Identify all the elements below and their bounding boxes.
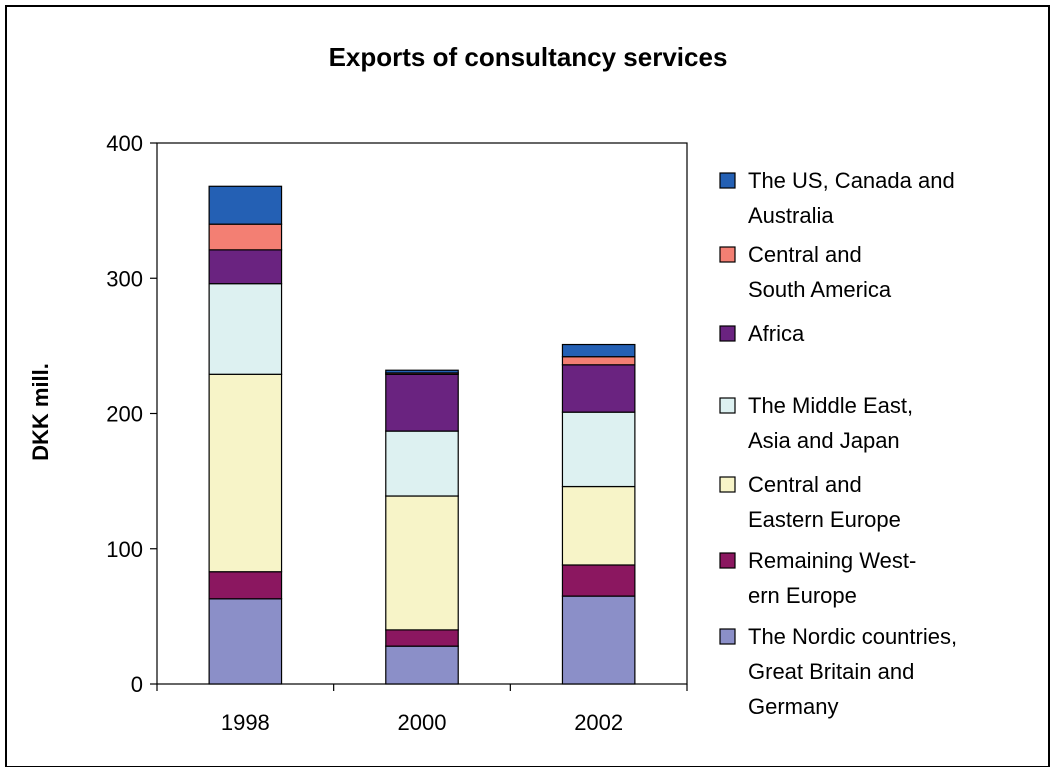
legend-label: Eastern Europe	[748, 507, 901, 532]
bar-segment	[208, 185, 283, 225]
legend-label: Great Britain and	[748, 659, 914, 684]
legend: The US, Canada and Australia Central and So…	[719, 168, 957, 719]
legend-swatch	[719, 552, 736, 569]
legend-swatch	[719, 172, 736, 189]
bar-segment	[385, 373, 459, 432]
y-tick-label: 200	[106, 402, 143, 427]
bar-segment	[208, 373, 283, 573]
y-axis-label: DKK mill.	[28, 363, 53, 461]
bar-segment	[385, 645, 459, 685]
bar-segment	[561, 595, 636, 685]
bar-segment	[561, 364, 636, 413]
bar-segment	[385, 495, 459, 631]
chart-title: Exports of consultancy services	[329, 42, 728, 72]
x-tick-label: 2002	[574, 710, 623, 735]
bar-segment	[208, 598, 283, 685]
legend-swatch	[719, 628, 736, 645]
bars	[208, 185, 636, 685]
bar-segment	[385, 430, 459, 497]
legend-label: ern Europe	[748, 583, 857, 608]
bar-segment	[561, 343, 636, 358]
y-tick-label: 400	[106, 131, 143, 156]
legend-label: South America	[748, 277, 892, 302]
x-axis: 1998 2000 2002	[156, 684, 688, 735]
x-tick-label: 2000	[398, 710, 447, 735]
bar-segment	[561, 564, 636, 597]
legend-label: Africa	[748, 321, 805, 346]
legend-swatch	[719, 476, 736, 493]
y-tick-label: 100	[106, 537, 143, 562]
legend-swatch	[719, 246, 736, 263]
legend-label: Remaining West-	[748, 548, 916, 573]
bar-segment	[385, 369, 459, 374]
bar-segment	[208, 223, 283, 251]
y-tick-label: 0	[131, 672, 143, 697]
legend-swatch	[719, 325, 736, 342]
y-tick-label: 300	[106, 266, 143, 291]
legend-swatch	[719, 397, 736, 414]
bar-segment	[385, 629, 459, 647]
chart-border	[5, 5, 1050, 768]
legend-label: The Middle East,	[748, 393, 913, 418]
bar-segment	[208, 249, 283, 285]
legend-label: Central and	[748, 242, 862, 267]
y-axis: 0 100 200 300 400	[106, 131, 157, 697]
legend-label: The US, Canada and	[748, 168, 955, 193]
legend-label: Australia	[748, 203, 834, 228]
legend-label: The Nordic countries,	[748, 624, 957, 649]
bar-segment	[208, 283, 283, 375]
bar-segment	[561, 356, 636, 366]
bar-segment	[561, 485, 636, 566]
legend-label: Germany	[748, 694, 838, 719]
legend-label: Central and	[748, 472, 862, 497]
bar-segment	[561, 411, 636, 488]
legend-label: Asia and Japan	[748, 428, 900, 453]
bar-segment	[208, 571, 283, 600]
x-tick-label: 1998	[221, 710, 270, 735]
